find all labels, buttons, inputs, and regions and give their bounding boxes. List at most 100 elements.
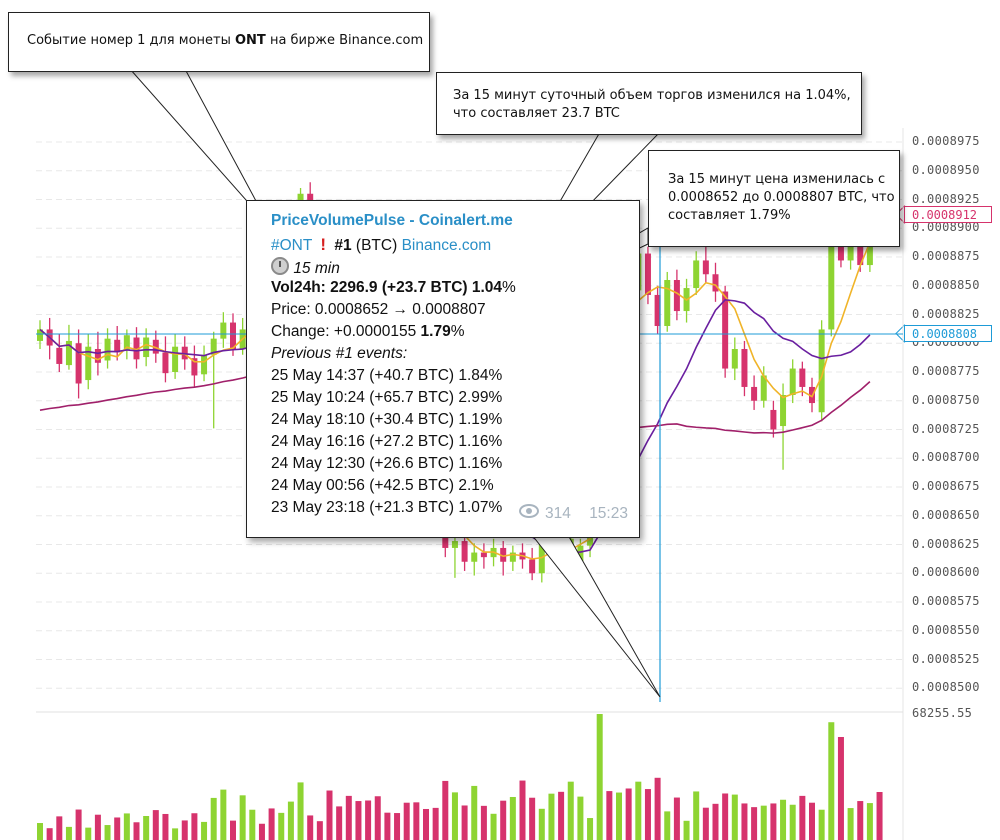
volume-bar: [210, 797, 217, 840]
volume-bar: [239, 795, 246, 840]
volume-bar: [413, 802, 420, 840]
candle-body: [37, 329, 43, 341]
volume-bar: [529, 797, 536, 840]
candle-body: [780, 395, 787, 427]
candle-body: [56, 347, 63, 364]
event-callout-suffix: на бирже Binance.com: [265, 33, 424, 48]
volume-bar: [114, 817, 121, 840]
volume-bar: [181, 820, 188, 840]
previous-event: 24 May 12:30 (+26.6 BTC) 1.16%: [271, 455, 503, 472]
candle-body: [654, 294, 661, 326]
volume-bar: [722, 793, 729, 840]
volume-bar: [152, 810, 159, 840]
previous-event: 25 May 14:37 (+40.7 BTC) 1.84%: [271, 367, 503, 384]
price-axis-label: 0.0008850: [912, 277, 980, 292]
volume-bar: [828, 722, 835, 840]
candle-body: [529, 559, 536, 574]
event-callout-coin: ONT: [235, 33, 266, 48]
volume-bar: [751, 807, 758, 840]
volume-bar: [220, 789, 227, 840]
price-axis-label: 0.0008950: [912, 162, 980, 177]
candle-body: [152, 339, 159, 354]
candle-body: [471, 552, 478, 562]
volume-bar: [625, 788, 632, 840]
candle-body: [181, 346, 188, 360]
price-callout: За 15 минут цена изменилась с 0.0008652 …: [648, 150, 900, 247]
candle-body: [230, 322, 236, 349]
candle-body: [162, 352, 169, 374]
change-value: Change: +0.0000155: [271, 323, 421, 340]
volume-bar: [644, 789, 651, 840]
previous-event: 24 May 18:10 (+30.4 BTC) 1.19%: [271, 411, 503, 428]
alert-card: PriceVolumePulse - Coinalert.me #ONT ! #…: [246, 200, 640, 538]
candle-body: [712, 274, 719, 292]
candle-body: [143, 337, 150, 358]
volume-bar: [172, 828, 179, 840]
post-time: 15:23: [589, 505, 628, 522]
volume-bar: [567, 781, 574, 840]
volume-bar: [596, 714, 603, 840]
exchange-link[interactable]: Binance.com: [401, 237, 492, 254]
price-axis-label: 0.0008975: [912, 134, 980, 148]
volume-max-label: 68255.55: [912, 706, 973, 720]
candle-body: [500, 547, 507, 562]
candle-body: [220, 322, 227, 339]
interval-label: 15 min: [293, 260, 340, 277]
event-number: #1: [334, 237, 352, 254]
price-callout-line2: 0.0008652 до 0.0008807 BTC, что: [668, 190, 895, 205]
volume-bar: [374, 796, 381, 840]
candle-body: [644, 253, 651, 295]
alert-title[interactable]: PriceVolumePulse - Coinalert.me: [271, 212, 513, 229]
volume-bar: [297, 782, 304, 840]
candle-body: [664, 280, 671, 326]
volume-bar: [857, 801, 864, 840]
volume-bar: [268, 808, 275, 840]
volume-callout-line2: что составляет 23.7 BTC: [453, 106, 620, 121]
candle-body: [847, 244, 854, 261]
event-callout: Событие номер 1 для монеты ONT на бирже …: [8, 12, 430, 72]
volume-bar: [519, 780, 526, 840]
price-axis-label: 0.0008700: [912, 450, 980, 465]
volume-bar: [606, 791, 613, 840]
volume-bar: [577, 796, 584, 840]
volume-bar: [65, 826, 72, 840]
eye-icon: [519, 504, 539, 518]
candle-body: [75, 343, 82, 384]
candle-body: [210, 338, 217, 355]
volume-bar: [770, 803, 777, 840]
price-axis-label: 0.0008500: [912, 680, 980, 695]
crosshair-price-tag: 0.0008808: [904, 325, 992, 342]
price-axis-label: 0.0008675: [912, 479, 980, 493]
volume-bar: [394, 813, 401, 840]
volume-bars: [37, 714, 883, 840]
volume-bar: [712, 803, 719, 840]
clock-icon: [271, 257, 289, 275]
volume-bar: [162, 813, 169, 840]
candle-body: [104, 338, 111, 361]
volume-bar: [94, 814, 101, 840]
volume-bar: [326, 790, 333, 840]
volume-bar: [316, 821, 323, 840]
volume-bar: [558, 791, 565, 840]
volume-pct-sign: %: [502, 279, 516, 296]
volume-line: Vol24h: 2296.9 (+23.7 BTC) 1.04%: [271, 279, 516, 297]
volume-bar: [799, 795, 806, 840]
candle-body: [509, 552, 516, 562]
card-callout-pointer: [530, 534, 661, 698]
volume-bar: [278, 812, 285, 840]
volume-bar: [133, 822, 140, 840]
volume-value: Vol24h: 2296.9 (+23.7 BTC) 1.04: [271, 279, 503, 296]
volume-bar: [509, 796, 516, 840]
coin-hashtag[interactable]: #ONT: [271, 237, 313, 254]
candle-body: [123, 335, 130, 351]
volume-bar: [876, 792, 883, 840]
candle-body: [191, 358, 198, 376]
volume-bar: [56, 816, 63, 840]
volume-bar: [423, 808, 429, 840]
volume-bar: [480, 805, 487, 840]
candle-body: [201, 354, 208, 375]
volume-callout-line1: За 15 минут суточный объем торгов измени…: [453, 88, 851, 103]
volume-bar: [249, 809, 256, 840]
volume-bar: [37, 823, 43, 840]
candle-body: [172, 346, 179, 372]
